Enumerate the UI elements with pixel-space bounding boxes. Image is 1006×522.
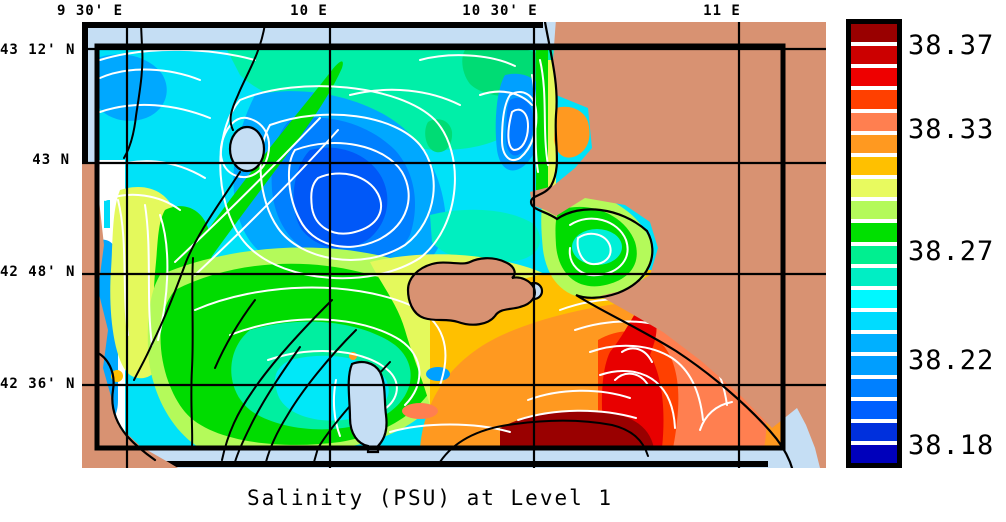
colorbar-cell bbox=[851, 134, 897, 153]
colorbar-cell bbox=[851, 90, 897, 109]
colorbar-cell bbox=[851, 68, 897, 87]
colorbar-label-38-33: 38.33 bbox=[908, 114, 995, 145]
colorbar-label-38-37: 38.37 bbox=[908, 30, 995, 61]
y-tick-43-n: 43 N bbox=[32, 152, 70, 168]
colorbar-cell bbox=[851, 289, 897, 309]
inner-frame bbox=[94, 43, 786, 451]
colorbar-cell bbox=[851, 245, 897, 264]
colorbar-cell bbox=[851, 46, 897, 65]
colorbar-cell bbox=[851, 223, 897, 242]
colorbar-label-38-27: 38.27 bbox=[908, 236, 995, 267]
colorbar bbox=[846, 19, 902, 468]
x-tick-10-30-e: 10 30' E bbox=[462, 3, 538, 19]
colorbar-cell bbox=[851, 312, 897, 331]
x-tick-9-30-e: 9 30' E bbox=[56, 3, 124, 19]
colorbar-cell bbox=[851, 422, 897, 441]
colorbar-cell bbox=[851, 112, 897, 131]
colorbar-cell bbox=[851, 378, 897, 397]
capraia-island bbox=[228, 125, 266, 173]
x-tick-10-e: 10 E bbox=[290, 3, 328, 19]
colorbar-cell bbox=[851, 267, 897, 286]
y-tick-43-12-n: 43 12' N bbox=[0, 42, 76, 58]
y-tick-42-36-n: 42 36' N bbox=[0, 376, 76, 392]
corsica-cap-corse bbox=[82, 163, 178, 468]
salmon-dot bbox=[402, 403, 438, 419]
x-tick-11-e: 11 E bbox=[703, 3, 741, 19]
colorbar-label-38-22: 38.22 bbox=[908, 345, 995, 376]
graticule bbox=[82, 22, 826, 468]
colorbar-cell bbox=[851, 156, 897, 176]
plot-title: Salinity (PSU) at Level 1 bbox=[246, 486, 614, 510]
y-tick-42-48-n: 42 48' N bbox=[0, 264, 76, 280]
colorbar-label-38-18: 38.18 bbox=[908, 430, 995, 461]
colorbar-cell bbox=[851, 334, 897, 353]
blue-anomaly-dot bbox=[426, 367, 450, 381]
colorbar-cell bbox=[851, 356, 897, 375]
colorbar-cell bbox=[851, 24, 897, 43]
land bbox=[82, 22, 826, 468]
colorbar-cell bbox=[851, 400, 897, 419]
colorbar-cell bbox=[851, 179, 897, 198]
colorbar-cell bbox=[851, 201, 897, 220]
colorbar-cell bbox=[851, 444, 897, 464]
mainland-tuscany bbox=[530, 22, 826, 468]
